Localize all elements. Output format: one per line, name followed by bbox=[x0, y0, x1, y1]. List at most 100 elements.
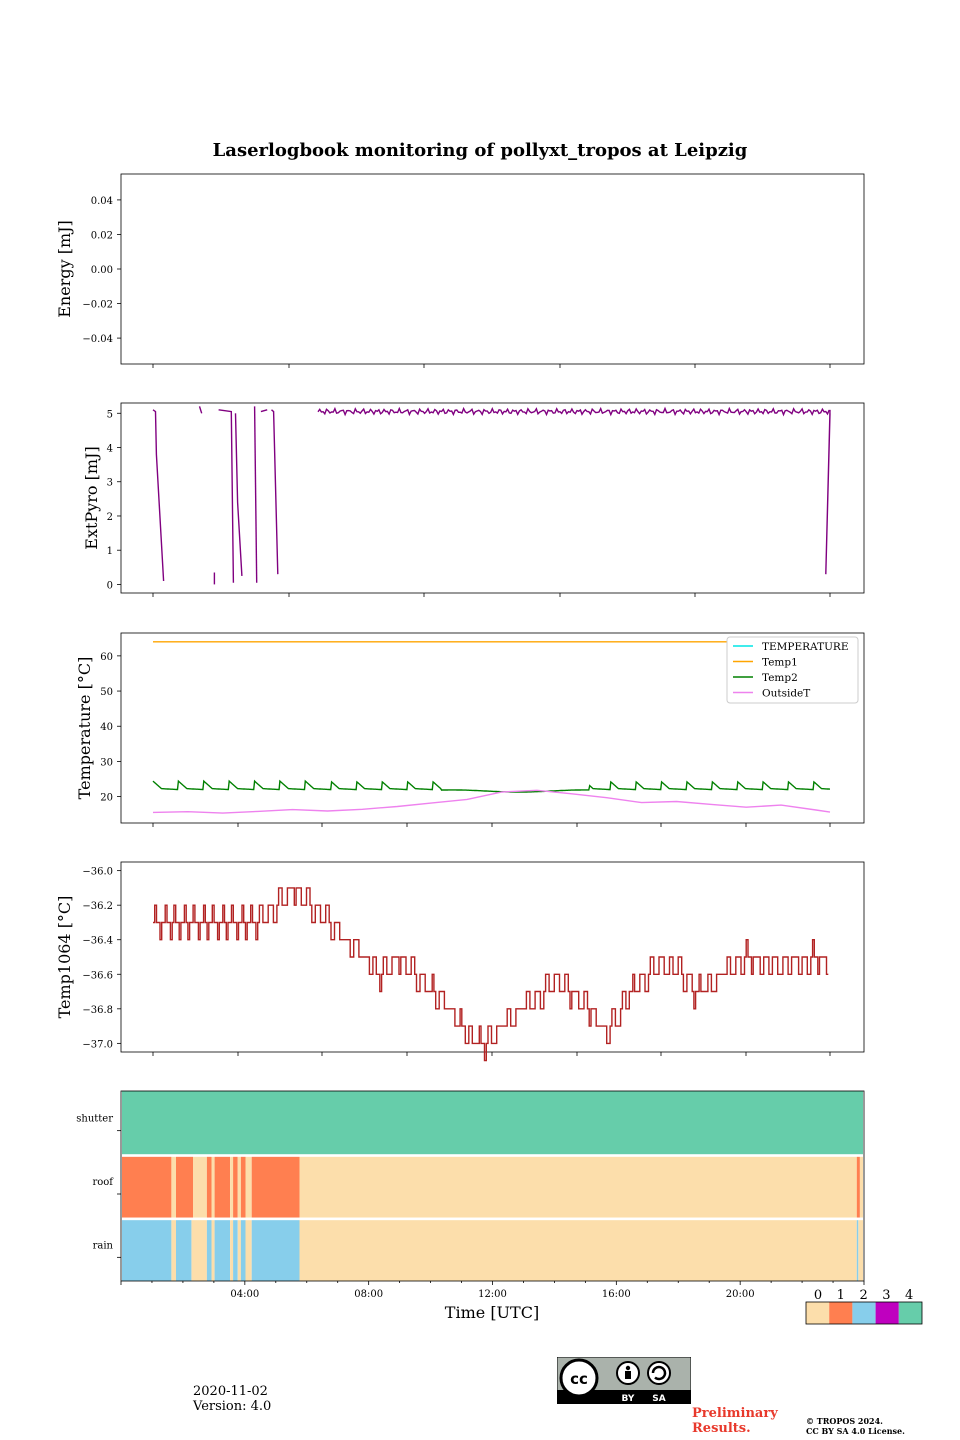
status-cell-rain bbox=[214, 1219, 230, 1281]
row-separator bbox=[121, 1154, 864, 1157]
version-label: Version: 4.0 bbox=[193, 1399, 272, 1414]
extpyro-line-segment bbox=[825, 409, 831, 575]
y-tick-label: −36.2 bbox=[82, 901, 113, 912]
colorbar-frame bbox=[805, 1301, 923, 1325]
y-tick-label: 1 bbox=[107, 546, 113, 557]
temp2-line bbox=[152, 779, 830, 793]
colorbar-tick-label: 1 bbox=[837, 1288, 845, 1303]
legend-label-temp1: Temp1 bbox=[762, 657, 798, 669]
colorbar-swatch bbox=[806, 1302, 830, 1324]
y-tick-label: 50 bbox=[100, 687, 113, 698]
y-axis-label: Energy [mJ] bbox=[55, 220, 74, 318]
status-row-label: shutter bbox=[76, 1114, 113, 1125]
copyright-line-1: © TROPOS 2024. bbox=[806, 1416, 883, 1426]
figure-title: Laserlogbook monitoring of pollyxt_tropo… bbox=[212, 140, 748, 161]
status-row-label: rain bbox=[93, 1240, 114, 1251]
panel-frame bbox=[120, 861, 865, 1053]
y-tick-label: 0 bbox=[107, 580, 113, 591]
panel-3 bbox=[117, 632, 865, 827]
cc-sa-label: SA bbox=[652, 1394, 665, 1404]
status-cell-roof bbox=[299, 1156, 857, 1218]
extpyro-line-segment bbox=[198, 406, 203, 414]
status-panel bbox=[117, 1090, 923, 1325]
extpyro-line-segment bbox=[260, 409, 268, 413]
status-cell-roof bbox=[214, 1156, 230, 1218]
status-row-label: roof bbox=[92, 1177, 114, 1188]
y-axis-label: ExtPyro [mJ] bbox=[82, 446, 101, 549]
panel-frame bbox=[120, 402, 865, 594]
status-cell-roof bbox=[211, 1156, 215, 1218]
y-tick-label: −36.4 bbox=[82, 936, 113, 947]
date-label: 2020-11-02 bbox=[193, 1384, 268, 1399]
colorbar-tick-label: 4 bbox=[905, 1288, 913, 1303]
status-cell-rain bbox=[230, 1219, 234, 1281]
status-cell-rain bbox=[240, 1219, 246, 1281]
y-tick-label: −0.04 bbox=[82, 334, 113, 345]
status-cell-roof bbox=[240, 1156, 246, 1218]
colorbar-swatch bbox=[875, 1302, 899, 1324]
outsidet-line bbox=[152, 789, 831, 814]
row-separator bbox=[121, 1217, 864, 1221]
colorbar-tick-label: 0 bbox=[814, 1288, 822, 1303]
y-tick-label: 30 bbox=[100, 757, 113, 768]
y-axis-label: Temp1064 [°C] bbox=[55, 896, 74, 1019]
preliminary-line-2: Results. bbox=[692, 1421, 751, 1436]
extpyro-line-segment bbox=[253, 406, 258, 583]
legend-label-temperature: TEMPERATURE bbox=[762, 641, 849, 653]
extpyro-line-segment bbox=[317, 406, 830, 417]
y-tick-label: −36.8 bbox=[82, 1005, 113, 1016]
y-tick-label: 5 bbox=[107, 409, 113, 420]
status-cell-rain bbox=[176, 1219, 192, 1281]
y-axis-label: Temperature [°C] bbox=[75, 657, 94, 800]
panel-1 bbox=[117, 173, 865, 368]
share-alike-icon bbox=[647, 1361, 671, 1385]
status-cell-shutter bbox=[122, 1091, 863, 1155]
legend-label-temp2: Temp2 bbox=[762, 672, 798, 684]
y-tick-label: 20 bbox=[100, 793, 113, 804]
y-tick-label: 2 bbox=[107, 512, 113, 523]
colorbar-swatch bbox=[829, 1302, 853, 1324]
legend-box bbox=[726, 636, 859, 704]
colorbar-tick-label: 3 bbox=[882, 1288, 890, 1303]
x-tick-label: 12:00 bbox=[478, 1289, 507, 1300]
status-cell-rain bbox=[211, 1219, 215, 1281]
cc-by-label: BY bbox=[622, 1394, 635, 1404]
status-cell-roof bbox=[171, 1156, 176, 1218]
status-cell-rain bbox=[251, 1219, 300, 1281]
status-cell-roof bbox=[193, 1156, 207, 1218]
status-cell-roof bbox=[251, 1156, 300, 1218]
status-cell-rain bbox=[233, 1219, 238, 1281]
status-cell-roof bbox=[122, 1156, 172, 1218]
status-cell-roof bbox=[245, 1156, 252, 1218]
status-cell-roof bbox=[237, 1156, 241, 1218]
status-cell-rain bbox=[206, 1219, 212, 1281]
status-cell-roof bbox=[206, 1156, 212, 1218]
y-tick-label: 3 bbox=[107, 478, 113, 489]
panel-frame bbox=[120, 632, 865, 824]
status-cell-roof bbox=[856, 1156, 860, 1218]
x-tick-label: 20:00 bbox=[726, 1289, 755, 1300]
colorbar-swatch bbox=[898, 1302, 922, 1324]
status-cell-roof bbox=[230, 1156, 234, 1218]
copyright-note: © TROPOS 2024. CC BY SA 4.0 License. bbox=[806, 1416, 905, 1436]
status-cell-rain bbox=[122, 1219, 172, 1281]
status-cell-roof bbox=[859, 1156, 863, 1218]
y-tick-label: 4 bbox=[107, 444, 113, 455]
status-cell-rain bbox=[245, 1219, 252, 1281]
x-tick-label: 04:00 bbox=[230, 1289, 259, 1300]
preliminary-line-1: Preliminary bbox=[692, 1406, 778, 1421]
panel-frame bbox=[120, 173, 865, 365]
legend-label-outsidet: OutsideT bbox=[762, 688, 810, 700]
y-tick-label: 40 bbox=[100, 722, 113, 733]
colorbar-swatch bbox=[852, 1302, 876, 1324]
x-axis-label: Time [UTC] bbox=[445, 1303, 539, 1322]
status-cell-rain bbox=[191, 1219, 207, 1281]
x-tick-label: 08:00 bbox=[354, 1289, 383, 1300]
panel-4 bbox=[117, 861, 865, 1056]
y-tick-label: 0.00 bbox=[91, 265, 113, 276]
copyright-line-2: CC BY SA 4.0 License. bbox=[806, 1426, 905, 1436]
y-tick-label: −37.0 bbox=[82, 1039, 113, 1050]
extpyro-line-segment bbox=[271, 409, 279, 575]
y-tick-label: 60 bbox=[100, 652, 113, 663]
